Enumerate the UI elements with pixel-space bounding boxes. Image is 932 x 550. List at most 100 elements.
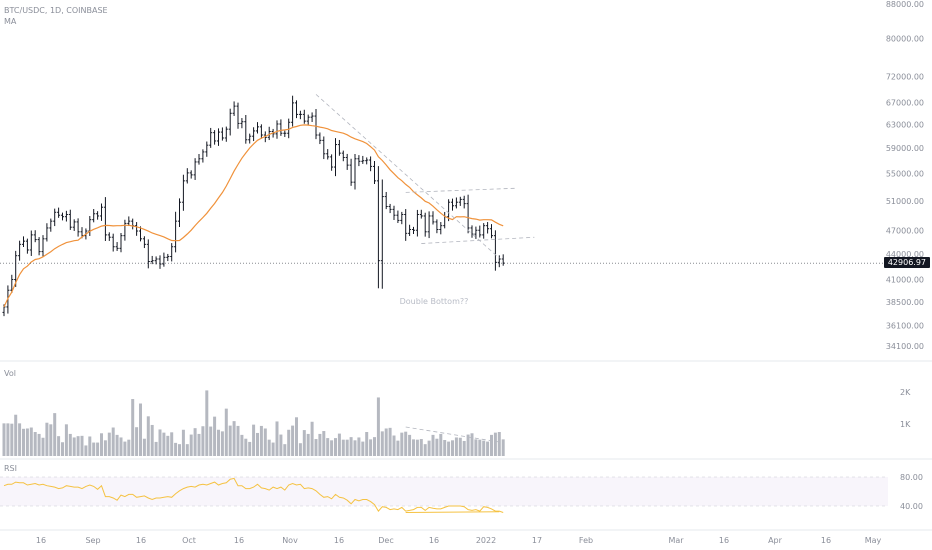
ohlc-bar — [486, 222, 490, 234]
time-tick-label-6: 16 — [334, 536, 344, 545]
channel-lower-line — [421, 236, 535, 244]
volume-bar — [314, 439, 318, 456]
volume-bar — [197, 433, 201, 456]
rsi-scale[interactable]: 80.00 40.00 — [900, 473, 923, 511]
ohlc-bar — [435, 219, 439, 234]
ohlc-bar — [252, 127, 256, 142]
ohlc-bar — [256, 122, 259, 134]
ohlc-bar — [170, 243, 174, 262]
ohlc-bar — [400, 211, 404, 225]
volume-bar — [443, 440, 447, 456]
ohlc-bar — [49, 218, 53, 232]
ohlc-bar — [166, 253, 170, 262]
ohlc-bar — [131, 218, 135, 230]
time-scale[interactable]: 16 Sep 16 Oct 16 Nov 16 Dec 16 2022 17 Feb Mar 16 Apr 1… — [0, 529, 932, 545]
ohlc-bar — [103, 197, 107, 241]
volume-bar — [178, 444, 181, 456]
volume-bar — [213, 416, 217, 456]
ohlc-bar — [408, 224, 412, 236]
ohlc-bar — [41, 235, 45, 257]
ohlc-bar — [493, 230, 497, 271]
ohlc-bar — [119, 233, 123, 253]
ohlc-bar — [279, 119, 283, 136]
rsi-tick-label-1: 40.00 — [900, 502, 923, 511]
volume-bar — [111, 427, 115, 456]
volume-tick-label-1: 1K — [900, 420, 911, 429]
volume-bar — [380, 431, 384, 456]
price-tick-label-6: 55000.00 — [886, 170, 924, 179]
volume-bar — [271, 442, 275, 456]
volume-bar — [80, 435, 84, 456]
volume-bar — [96, 442, 100, 456]
volume-bar — [119, 437, 123, 456]
volume-bar — [404, 431, 408, 456]
volume-bar — [376, 397, 380, 456]
volume-bar — [64, 424, 68, 456]
volume-bar — [33, 432, 37, 456]
symbol-legend[interactable]: BTC/USDC, 1D, COINBASE — [4, 6, 108, 15]
volume-bar — [263, 428, 267, 456]
volume-bar — [466, 434, 470, 456]
ohlc-bar — [10, 274, 14, 293]
ohlc-bar — [33, 230, 37, 243]
volume-bar — [92, 442, 96, 456]
volume-bar — [224, 408, 228, 456]
volume-bar — [458, 437, 462, 456]
volume-bar — [388, 427, 392, 456]
ohlc-bar — [224, 126, 228, 142]
ohlc-bar — [142, 236, 146, 249]
ohlc-bar — [185, 168, 189, 184]
volume-scale[interactable]: 2K 1K — [900, 388, 911, 429]
volume-bar — [100, 433, 103, 456]
ohlc-bar — [18, 240, 22, 261]
time-tick-label-8: 16 — [429, 536, 439, 545]
volume-bar — [341, 439, 345, 456]
ohlc-bar — [447, 199, 451, 222]
ohlc-bar — [213, 130, 217, 145]
ohlc-bar — [462, 195, 466, 209]
volume-bar — [423, 444, 427, 456]
rsi-legend[interactable]: RSI — [4, 464, 17, 473]
volume-bar — [209, 426, 213, 456]
price-tick-label-9: 44000.00 — [886, 250, 924, 259]
volume-bar — [427, 440, 431, 456]
volume-legend[interactable]: Vol — [4, 369, 16, 378]
volume-bar — [88, 436, 92, 456]
volume-bar — [451, 440, 454, 456]
ohlc-bar — [384, 191, 388, 210]
ma-legend[interactable]: MA — [4, 17, 17, 26]
ohlc-bar — [295, 100, 298, 119]
volume-bar — [37, 433, 41, 456]
ohlc-bar — [111, 233, 115, 252]
volume-bar — [400, 432, 404, 456]
ohlc-bar — [158, 255, 162, 269]
volume-tick-label-0: 2K — [900, 388, 911, 397]
volume-bar — [135, 427, 139, 456]
ohlc-bar — [326, 149, 330, 160]
price-tick-label-7: 51000.00 — [886, 197, 924, 206]
volume-bar — [166, 435, 170, 456]
ohlc-bar — [283, 130, 287, 137]
ohlc-bar — [193, 158, 197, 180]
volume-bar — [306, 433, 310, 456]
volume-bar — [142, 438, 146, 456]
ohlc-bar — [497, 255, 501, 268]
ohlc-bar — [501, 254, 505, 266]
volume-bar — [345, 439, 349, 456]
ohlc-bar — [127, 216, 131, 227]
volume-bar — [240, 434, 244, 456]
ohlc-bar — [404, 209, 408, 241]
ohlc-bar — [478, 225, 482, 238]
volume-bar — [115, 434, 119, 456]
time-tick-label-10: 17 — [532, 536, 542, 545]
price-scale[interactable]: 88000.00 80000.00 72000.00 67000.00 63000.00… — [886, 0, 924, 351]
volume-bar — [41, 437, 45, 456]
time-tick-label-9: 2022 — [476, 536, 496, 545]
volume-bar — [501, 439, 505, 456]
volume-bar — [322, 431, 326, 456]
volume-bar — [435, 438, 439, 456]
ohlc-bar — [451, 198, 454, 211]
volume-bar — [279, 434, 283, 456]
volume-bar — [25, 428, 29, 456]
